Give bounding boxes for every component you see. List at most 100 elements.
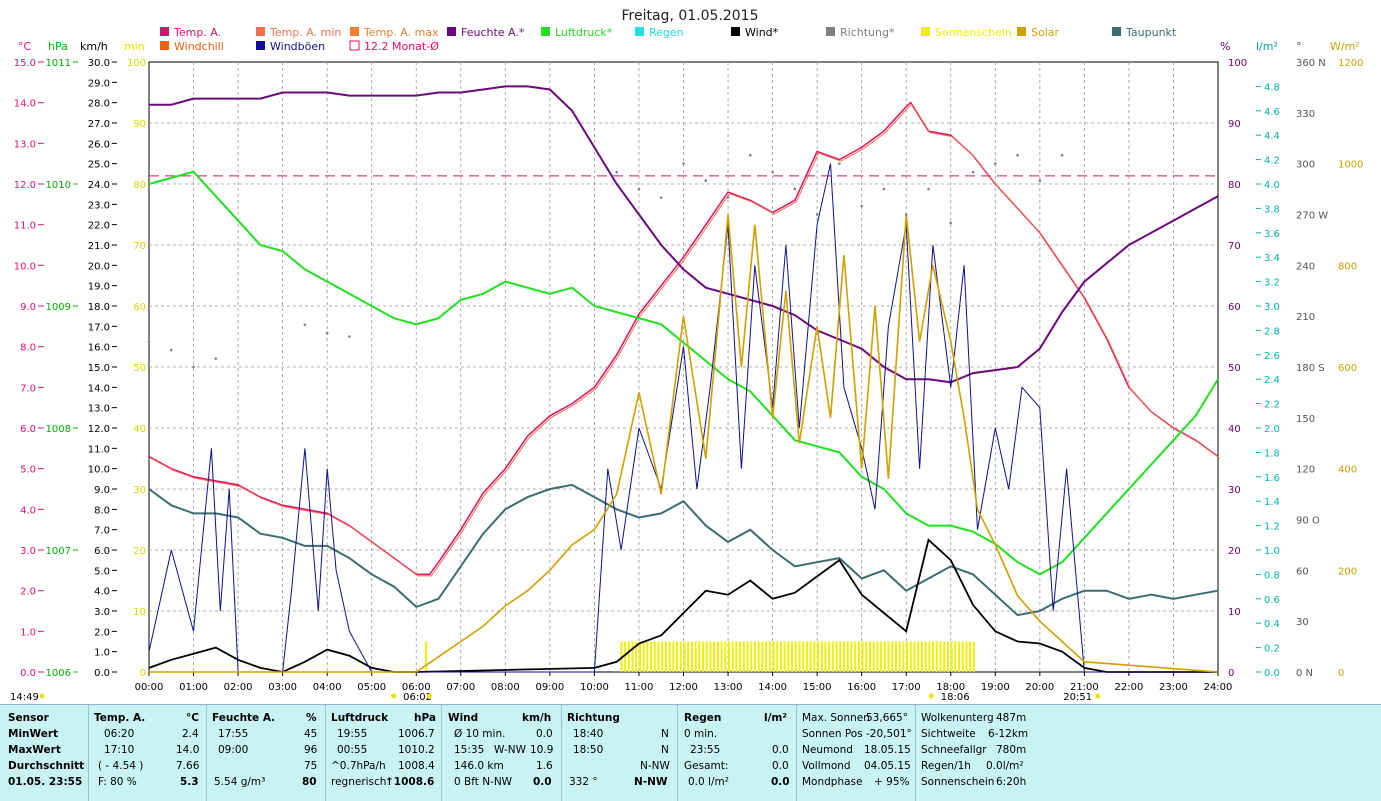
time-tick: 06:00: [402, 682, 431, 693]
sunshine-bar: [965, 641, 968, 672]
sunshine-bar: [776, 641, 779, 672]
humidity-tick: 50: [1228, 363, 1241, 374]
unit-header: %: [1220, 40, 1230, 53]
wind-tick: 14.0: [88, 383, 110, 394]
sunshine-bar: [783, 641, 786, 672]
legend-swatch: [160, 41, 169, 50]
wind-tick: 9.0: [94, 485, 110, 496]
direction-point: [971, 170, 975, 174]
left-time-marker: 14:49: [10, 692, 39, 703]
temp-max-time: 17:10: [104, 744, 135, 756]
humidity-tick: 40: [1228, 424, 1241, 435]
sunshine-bar: [887, 641, 890, 672]
sunshine-bar: [920, 641, 923, 672]
time-tick: 04:00: [313, 682, 342, 693]
misc-visibility-value: 6-12km: [988, 728, 1029, 740]
wind-tick: 17.0: [88, 322, 110, 333]
humidity-tick: 20: [1228, 546, 1241, 557]
sunshine-bar: [668, 641, 671, 672]
sunshine-bar: [779, 641, 782, 672]
dir-current: N-NW: [634, 776, 668, 788]
direction-point: [325, 331, 329, 335]
time-tick: 16:00: [847, 682, 876, 693]
sunshine-bar: [794, 641, 797, 672]
sunshine-tick: 100: [127, 58, 146, 69]
sunshine-bar: [631, 641, 634, 672]
wind-unit: km/h: [522, 712, 552, 724]
durchschnitt-label: Durchschnitt: [8, 760, 85, 772]
solar-tick: 800: [1338, 261, 1357, 272]
temp-tick: 1.0: [20, 627, 36, 638]
sunshine-bar: [831, 641, 834, 672]
legend: Temp. A. Temp. A. min Temp. A. max Feuchte …: [160, 26, 1177, 53]
rain-header: Regen: [684, 712, 722, 724]
legend-swatch: [541, 27, 550, 36]
humidity-tick: 80: [1228, 180, 1241, 191]
time-tick: 10:00: [580, 682, 609, 693]
sunshine-tick: 60: [133, 302, 146, 313]
temp-tick: 11.0: [14, 221, 36, 232]
time-tick: 03:00: [268, 682, 297, 693]
sunshine-bar: [880, 641, 883, 672]
sunshine-bar: [839, 641, 842, 672]
sunshine-bar: [868, 641, 871, 672]
temp-min-time: 06:20: [104, 728, 135, 740]
sunshine-bar: [824, 641, 827, 672]
sunshine-bar: [753, 641, 756, 672]
legend-item: Luftdruck*: [555, 26, 613, 39]
sunshine-bar: [761, 641, 764, 672]
direction-point: [815, 213, 819, 216]
press-header: Luftdruck: [331, 712, 389, 724]
legend-swatch: [826, 27, 835, 36]
sunshine-bar: [646, 641, 649, 672]
time-tick: 11:00: [625, 682, 654, 693]
direction-tick: 150: [1296, 414, 1315, 425]
temp-unit: °C: [186, 712, 199, 724]
sunshine-bar: [635, 641, 638, 672]
astro-moonphase-label: Mondphase: [802, 776, 863, 788]
legend-item: Wind*: [745, 26, 779, 39]
sunshine-bar: [969, 641, 972, 672]
legend-item: Regen: [649, 26, 684, 39]
time-tick: 13:00: [714, 682, 743, 693]
time-tick: 24:00: [1204, 682, 1233, 693]
sunshine-bar: [638, 641, 641, 672]
rain-time: 23:55: [690, 744, 721, 756]
sunshine-bar: [702, 641, 705, 672]
date-label: 01.05. 23:55: [8, 776, 83, 788]
pressure-tick: 1009: [46, 302, 71, 313]
temp-tick: 12.0: [14, 180, 36, 191]
series-solar: [149, 214, 1219, 673]
legend-swatch: [921, 27, 930, 36]
sunshine-bar: [935, 641, 938, 672]
sunshine-bar: [757, 641, 760, 672]
sunshine-bar: [820, 641, 823, 672]
sensor-header: Sensor: [8, 712, 49, 724]
direction-point: [704, 179, 708, 182]
rain-tick: 2.2: [1264, 400, 1280, 411]
rain-tick: 4.6: [1264, 107, 1280, 118]
astro-sun-pos-value: -20,501°: [866, 728, 912, 740]
sunshine-bar: [972, 641, 975, 672]
wind-tick: 6.0: [94, 546, 110, 557]
sunshine-bar: [883, 641, 886, 672]
wind-tick: 0.0: [94, 668, 110, 679]
hum-min-value: 45: [304, 728, 318, 740]
rain-tick: 0.8: [1264, 570, 1280, 581]
direction-tick: 270 W: [1296, 211, 1328, 222]
legend-item: 12.2 Monat-Ø: [364, 40, 439, 53]
rain-tick: 1.0: [1264, 546, 1280, 557]
sun-marker-icon: [1095, 693, 1101, 699]
sunshine-bars: [425, 641, 975, 672]
sunshine-bar: [642, 641, 645, 672]
time-tick: 18:00: [936, 682, 965, 693]
legend-item: Temp. A.: [173, 26, 221, 39]
rain-tick: 0.0: [1264, 668, 1280, 679]
wind-tick: 21.0: [88, 241, 110, 252]
direction-point: [192, 365, 195, 369]
sunshine-tick: 90: [133, 119, 146, 130]
dir-header: Richtung: [567, 712, 620, 724]
time-tick: 23:00: [1159, 682, 1188, 693]
rain-tick: 3.6: [1264, 229, 1280, 240]
rain-tick: 3.4: [1264, 253, 1280, 264]
